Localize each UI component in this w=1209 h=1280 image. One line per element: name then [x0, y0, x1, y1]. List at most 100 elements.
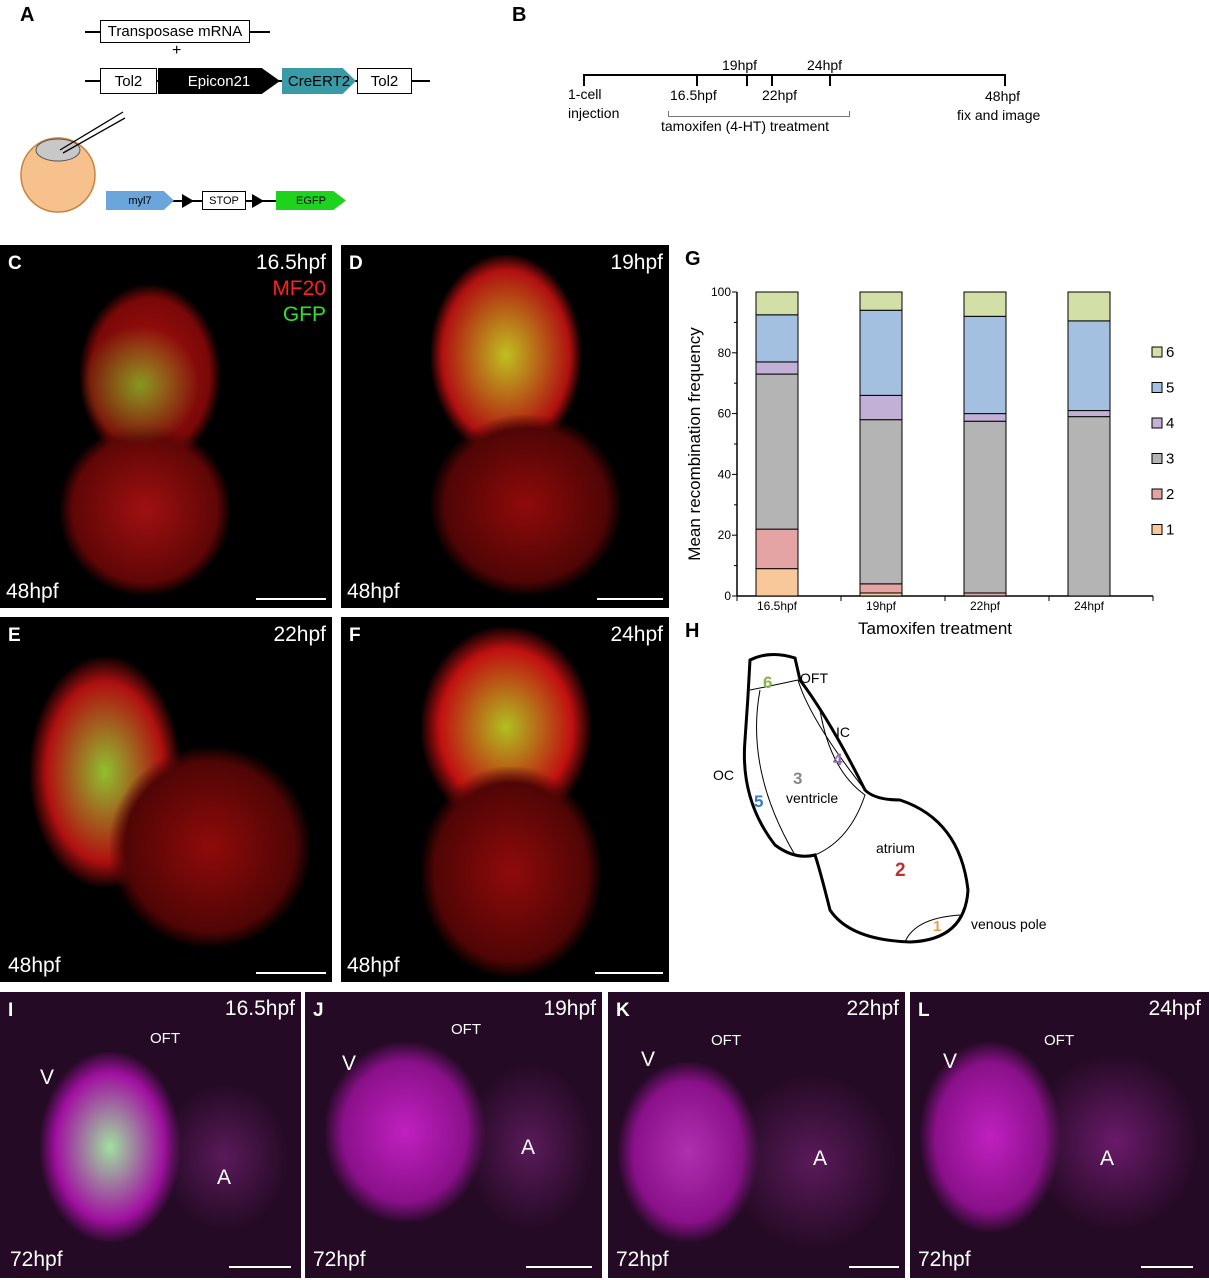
panel-label-d: D: [349, 253, 363, 274]
panel-label-a: A: [20, 4, 35, 26]
micrograph-d: D 19hpf 48hpf: [341, 245, 669, 608]
scale-bar: [256, 598, 326, 600]
ic-label: IC: [836, 724, 850, 740]
tick: [583, 74, 585, 86]
bar-segment-5: [1067, 320, 1111, 412]
micrograph-c: C 16.5hpf MF20 GFP 48hpf: [0, 245, 332, 608]
oft-label: OFT: [150, 1030, 180, 1047]
oft-label: OFT: [1044, 1032, 1074, 1049]
timeline-label: 48hpf: [985, 88, 1021, 104]
mf20-label: MF20: [272, 277, 326, 300]
micrograph-f: F 24hpf 48hpf: [341, 617, 669, 982]
micrograph-l: L 24hpf OFT V A 72hpf: [910, 992, 1209, 1278]
scale-bar: [1141, 1266, 1193, 1268]
tol2-left: Tol2: [100, 68, 157, 94]
bar-segment-4: [859, 394, 903, 421]
stage-label: 48hpf: [347, 954, 400, 977]
timeline-label: 1-cell: [568, 86, 602, 102]
micrograph-i: I 16.5hpf OFT V A 72hpf: [0, 992, 301, 1278]
x-tick-label: 22hpf: [970, 599, 1001, 613]
oft-label: OFT: [711, 1032, 741, 1049]
ventricle-label: V: [40, 1066, 55, 1089]
bar-segment-4: [755, 361, 799, 375]
myl7-promoter: myl7: [106, 191, 174, 210]
scale-bar: [597, 598, 663, 600]
legend-label: 1: [1166, 522, 1174, 539]
tol2-right: Tol2: [357, 68, 412, 94]
heart-schematic: [742, 653, 970, 944]
venous-pole-label: venous pole: [971, 916, 1047, 932]
bar-segment-6: [859, 291, 903, 311]
y-tick-label: 80: [718, 346, 732, 360]
legend-swatch-4: [1151, 417, 1163, 429]
ventricle-label: V: [641, 1048, 656, 1071]
x-tick-label: 19hpf: [866, 599, 897, 613]
treatment-time: 22hpf: [846, 997, 899, 1020]
loxp-icon: [252, 194, 264, 208]
treatment-time: 16.5hpf: [224, 997, 295, 1020]
tick: [771, 74, 773, 86]
treatment-time: 24hpf: [1148, 997, 1201, 1020]
scale-bar: [256, 972, 326, 974]
stage-label: 72hpf: [10, 1248, 63, 1271]
atrium-label: A: [813, 1147, 828, 1170]
legend-label: 2: [1166, 486, 1174, 503]
legend-swatch-1: [1151, 524, 1163, 535]
bar-segment-2: [755, 528, 799, 570]
region-5: 5: [754, 792, 764, 811]
treatment-time: 19hpf: [543, 997, 596, 1020]
bar-segment-5: [859, 309, 903, 396]
bar-segment-4: [1067, 410, 1111, 418]
timeline-label: 19hpf: [722, 57, 758, 73]
legend-label: 3: [1166, 451, 1174, 468]
ventricle-label: V: [943, 1050, 958, 1073]
stage-label: 48hpf: [347, 580, 400, 603]
stage-label: 72hpf: [313, 1248, 366, 1271]
stop-box: STOP: [202, 191, 246, 210]
tick: [696, 74, 698, 86]
timeline-label: 16.5hpf: [670, 87, 717, 103]
bar-segment-3: [1067, 416, 1111, 597]
panel-label-f: F: [349, 625, 361, 646]
scale-bar: [849, 1266, 899, 1268]
micrograph-j: J 19hpf OFT V A 72hpf: [305, 992, 602, 1278]
stage-label: 72hpf: [918, 1248, 971, 1271]
panel-label-j: J: [313, 1000, 324, 1021]
region-4: 4: [833, 750, 843, 769]
panel-label-h: H: [685, 620, 700, 642]
treatment-bracket: [668, 111, 850, 117]
micrograph-e: E 22hpf 48hpf: [0, 617, 332, 982]
timeline-axis: [583, 74, 1006, 76]
creert2-gene: CreERT2: [282, 68, 356, 94]
treatment-label: tamoxifen (4-HT) treatment: [661, 118, 830, 134]
legend-swatch-3: [1151, 453, 1163, 464]
tick: [1004, 74, 1006, 86]
x-tick-label: 24hpf: [1074, 599, 1105, 613]
y-tick-label: 20: [718, 528, 732, 542]
bar-segment-5: [755, 314, 799, 363]
legend-label: 4: [1166, 415, 1174, 432]
treatment-time: 19hpf: [610, 251, 663, 274]
plus-sign: +: [172, 42, 182, 59]
ventricle-label: V: [342, 1052, 357, 1075]
panel-label-l: L: [918, 1000, 930, 1021]
atrium-label: A: [521, 1136, 536, 1159]
egfp-gene: EGFP: [276, 191, 346, 210]
embryo-injection-icon: [20, 111, 126, 213]
legend-label: 6: [1166, 344, 1174, 361]
atrium-label: atrium: [876, 840, 915, 856]
atrium-label: A: [1100, 1147, 1115, 1170]
loxp-icon: [182, 194, 194, 208]
timeline-label: 22hpf: [762, 87, 798, 103]
scale-bar: [526, 1266, 592, 1268]
panel-label-k: K: [616, 1000, 630, 1021]
stacked-bar-chart: 0 20 40 60 80 100 16.5hpf 19hpf 22hpf 24hpf Tamoxi…: [685, 285, 1174, 638]
gfp-label: GFP: [282, 303, 326, 326]
y-axis-label: Mean recombination frequency: [685, 327, 704, 561]
stage-label: 48hpf: [6, 580, 59, 603]
bar-segment-3: [755, 373, 799, 530]
timeline-label: fix and image: [957, 107, 1041, 123]
treatment-time: 16.5hpf: [255, 251, 326, 274]
bar-segment-6: [1067, 291, 1111, 322]
epicon21-promoter: Epicon21: [158, 68, 280, 94]
